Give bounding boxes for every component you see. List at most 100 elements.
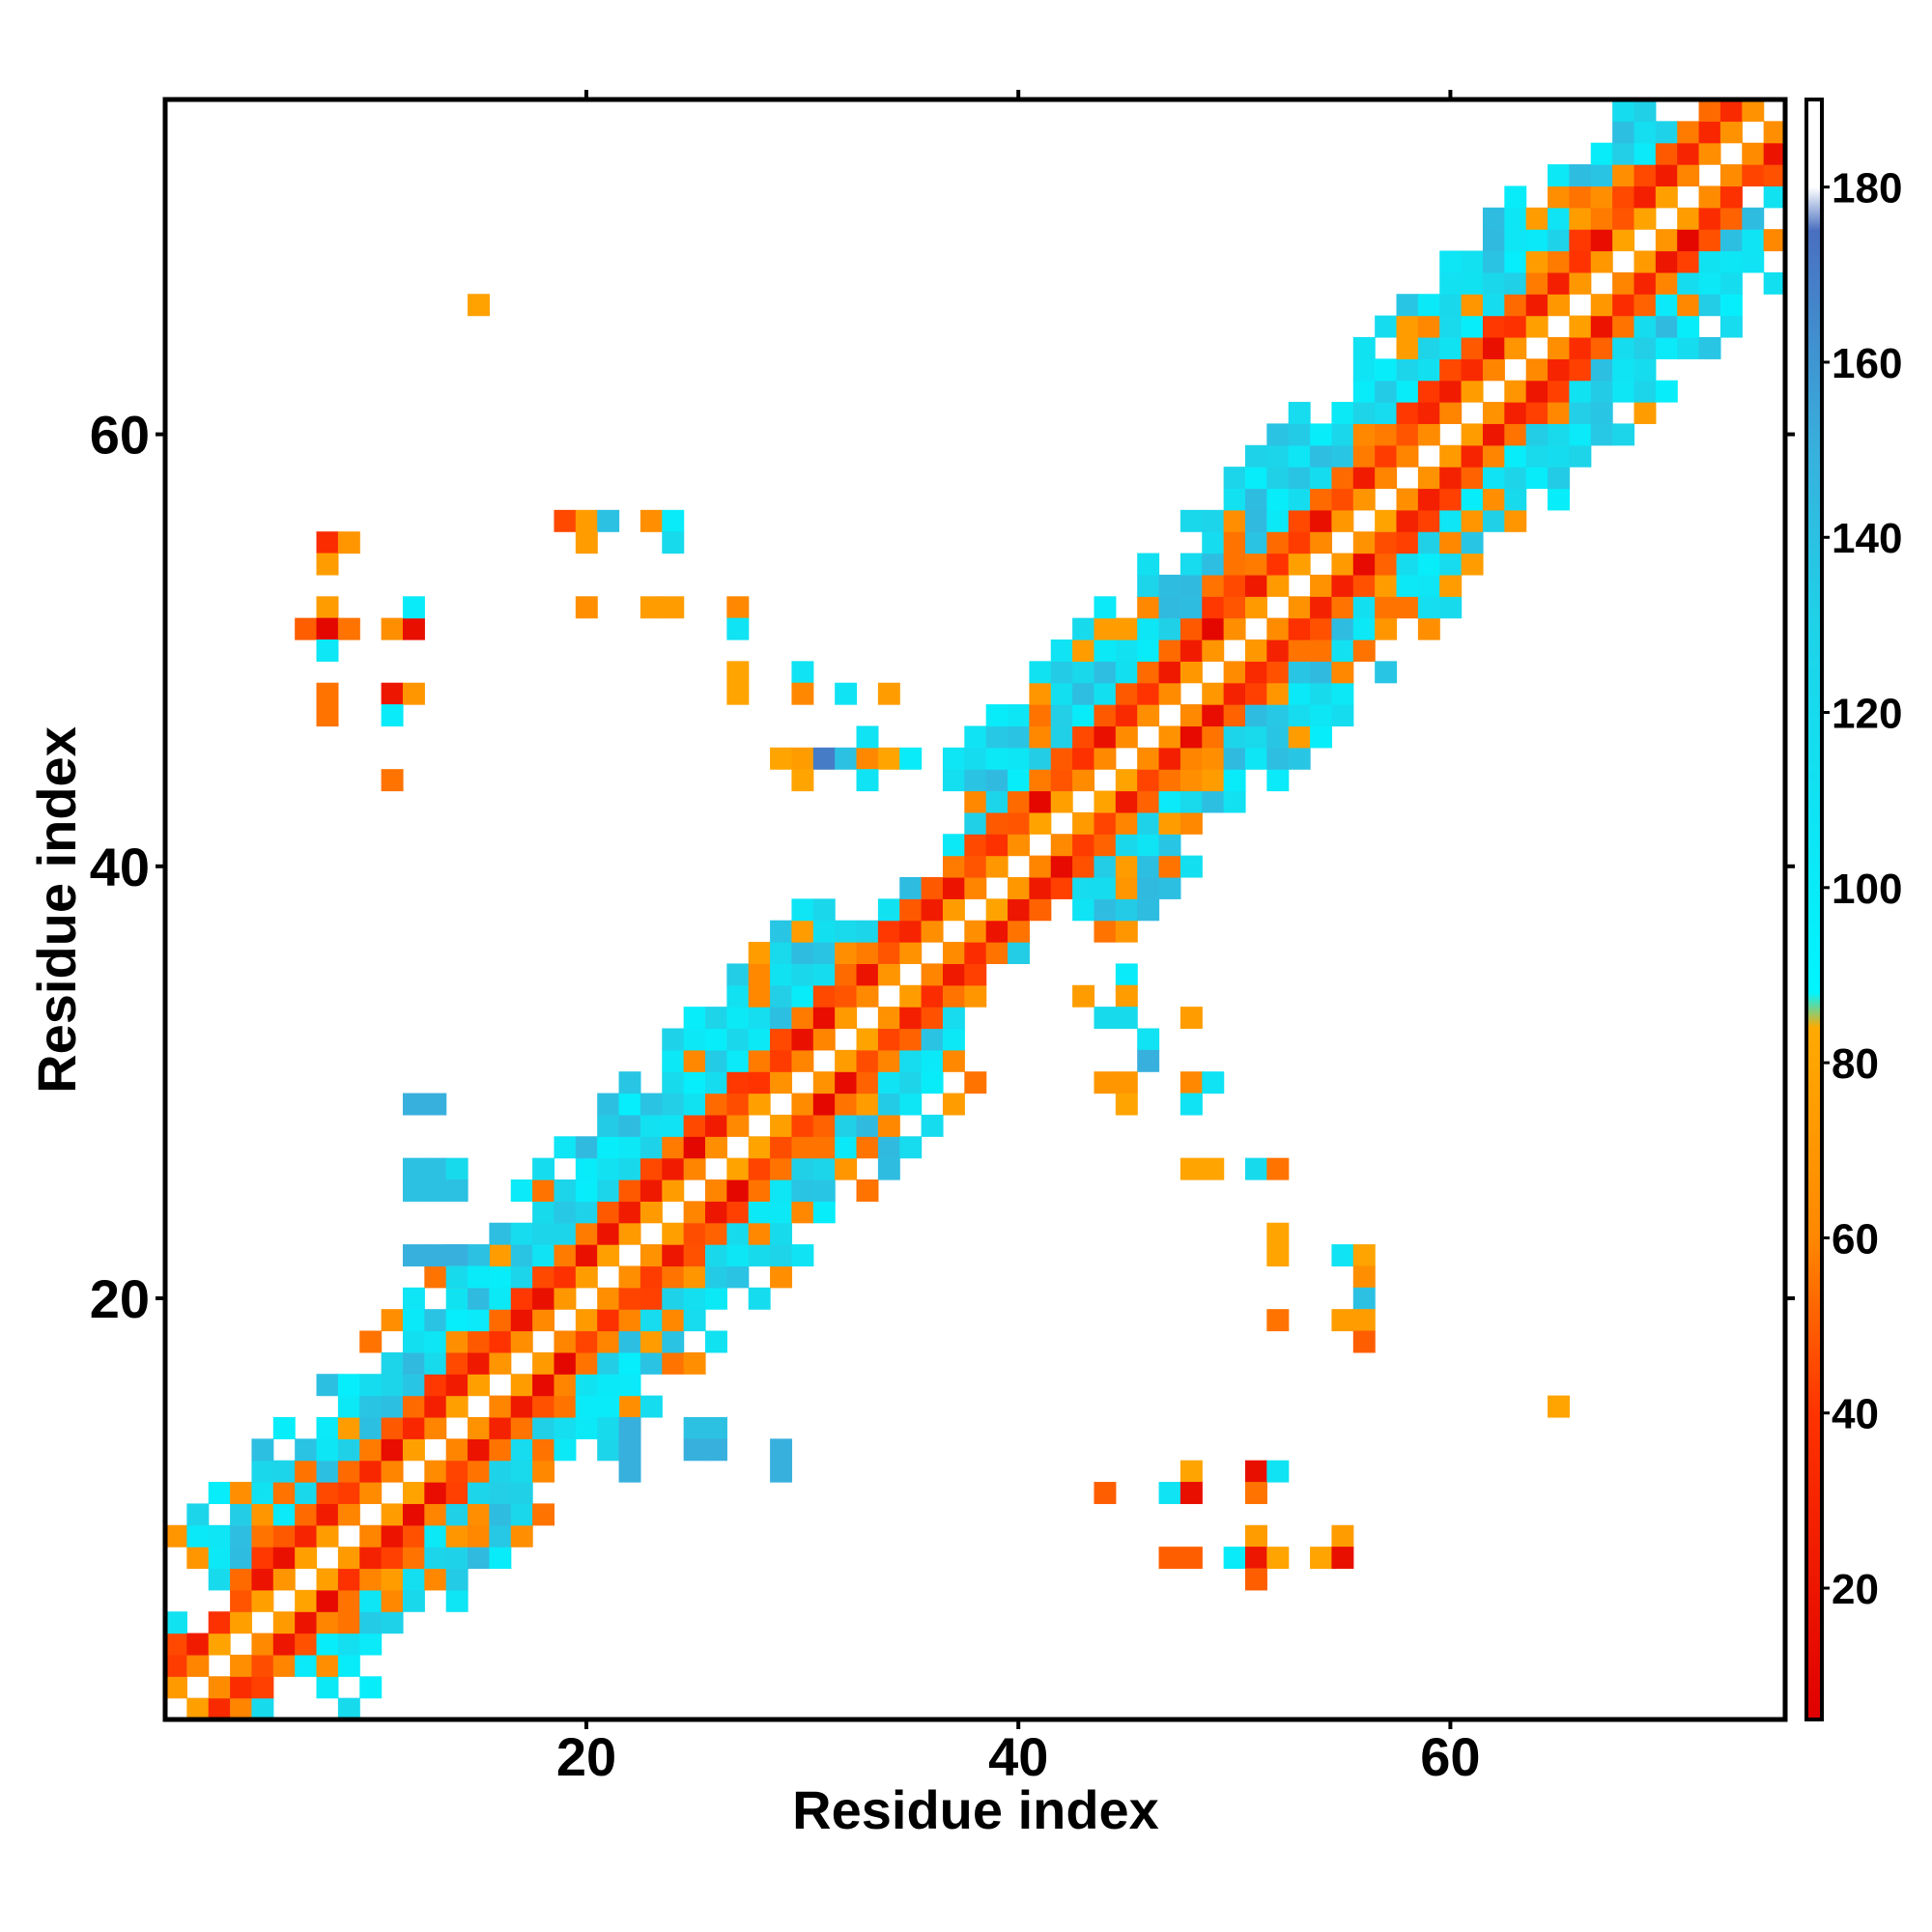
heatmap-cell (791, 1244, 814, 1267)
heatmap-cell (748, 1179, 771, 1202)
heatmap-cell (1310, 444, 1333, 468)
heatmap-cell (1158, 747, 1181, 770)
heatmap-cell (877, 1071, 900, 1094)
heatmap-cell (575, 1374, 598, 1397)
heatmap-cell (985, 790, 1009, 813)
heatmap-cell (791, 1114, 814, 1137)
heatmap-cell (251, 1697, 274, 1720)
heatmap-cell (1504, 423, 1527, 446)
heatmap-cell (424, 1568, 447, 1591)
heatmap-cell (748, 1007, 771, 1030)
heatmap-cell (1655, 121, 1678, 144)
heatmap-cell (1094, 811, 1117, 835)
heatmap-cell (1375, 402, 1398, 424)
heatmap-cell (1352, 1287, 1376, 1310)
heatmap-cell (856, 747, 879, 770)
heatmap-cell (1310, 574, 1333, 597)
heatmap-cell (359, 1633, 383, 1656)
heatmap-cell (1698, 207, 1721, 230)
heatmap-cell (295, 617, 318, 640)
heatmap-cell (856, 1071, 879, 1094)
heatmap-cell (877, 1093, 900, 1116)
heatmap-cell (1677, 271, 1700, 295)
heatmap-cell (1029, 876, 1052, 899)
heatmap-cell (1223, 725, 1246, 749)
heatmap-cell (1158, 876, 1181, 899)
heatmap-cell (1417, 402, 1440, 424)
heatmap-cell (1461, 467, 1484, 490)
heatmap-cell (1482, 229, 1505, 252)
heatmap-cell (835, 1114, 858, 1137)
heatmap-cell (597, 1374, 620, 1397)
heatmap-cell (618, 1374, 641, 1397)
heatmap-cell (639, 1395, 663, 1418)
heatmap-cell (381, 1589, 404, 1612)
heatmap-cell (208, 1568, 231, 1591)
heatmap-cell (510, 1374, 533, 1397)
heatmap-cell (402, 596, 425, 619)
heatmap-cell (575, 1416, 598, 1439)
heatmap-cell (1461, 315, 1484, 338)
heatmap-cell (510, 1524, 533, 1548)
heatmap-cell (316, 1654, 339, 1677)
heatmap-cell (381, 682, 404, 705)
heatmap-cell (1634, 207, 1657, 230)
heatmap-cell (1179, 725, 1203, 749)
heatmap-cell (1504, 509, 1527, 532)
heatmap-cell (1223, 531, 1246, 554)
heatmap-cell (791, 942, 814, 964)
heatmap-cell (1461, 250, 1484, 273)
heatmap-cell (791, 1028, 814, 1051)
heatmap-cell (359, 1395, 383, 1418)
heatmap-cell (402, 682, 425, 705)
heatmap-cell (812, 984, 836, 1008)
heatmap-cell (1245, 682, 1267, 705)
heatmap-cell (1072, 639, 1095, 662)
heatmap-cell (186, 1654, 210, 1677)
heatmap-cell (1590, 229, 1613, 252)
heatmap-cell (791, 1136, 814, 1159)
heatmap-cell (359, 1438, 383, 1462)
heatmap-cell (705, 1179, 727, 1202)
heatmap-cell (942, 834, 965, 857)
heatmap-cell (1266, 423, 1290, 446)
heatmap-cell (381, 1309, 404, 1332)
heatmap-cell (1245, 1547, 1267, 1570)
heatmap-cell (1655, 294, 1678, 317)
heatmap-cell (618, 1093, 641, 1116)
heatmap-cell (1461, 423, 1484, 446)
heatmap-cell (1375, 661, 1398, 684)
heatmap-cell (683, 1093, 706, 1116)
heatmap-cell (1698, 121, 1721, 144)
heatmap-cell (1375, 380, 1398, 403)
heatmap-cell (575, 1244, 598, 1267)
heatmap-cell (532, 1287, 555, 1310)
heatmap-cell (445, 1309, 469, 1332)
heatmap-cell (899, 876, 923, 899)
heatmap-cell (251, 1524, 274, 1548)
heatmap-cell (1396, 444, 1419, 468)
heatmap-cell (748, 1049, 771, 1072)
heatmap-cell (1223, 661, 1246, 684)
heatmap-cell (489, 1244, 512, 1267)
heatmap-cell (1115, 811, 1138, 835)
heatmap-cell (1072, 769, 1095, 792)
heatmap-cell (618, 1136, 641, 1159)
heatmap-cell (1288, 467, 1311, 490)
heatmap-cell (1548, 467, 1570, 490)
heatmap-cell (726, 1049, 750, 1072)
heatmap-cell (1612, 358, 1635, 382)
heatmap-cell (402, 1568, 425, 1591)
heatmap-cell (1115, 898, 1138, 922)
heatmap-cell (359, 1482, 383, 1504)
heatmap-cell (1331, 553, 1354, 576)
heatmap-cell (1158, 834, 1181, 857)
heatmap-cell (1331, 1244, 1354, 1267)
heatmap-cell (726, 661, 750, 684)
heatmap-cell (1310, 488, 1333, 511)
heatmap-cell (337, 1547, 360, 1570)
heatmap-cell (835, 963, 858, 986)
heatmap-cell (1763, 142, 1786, 165)
heatmap-cell (1375, 553, 1398, 576)
heatmap-cell (1202, 509, 1225, 532)
